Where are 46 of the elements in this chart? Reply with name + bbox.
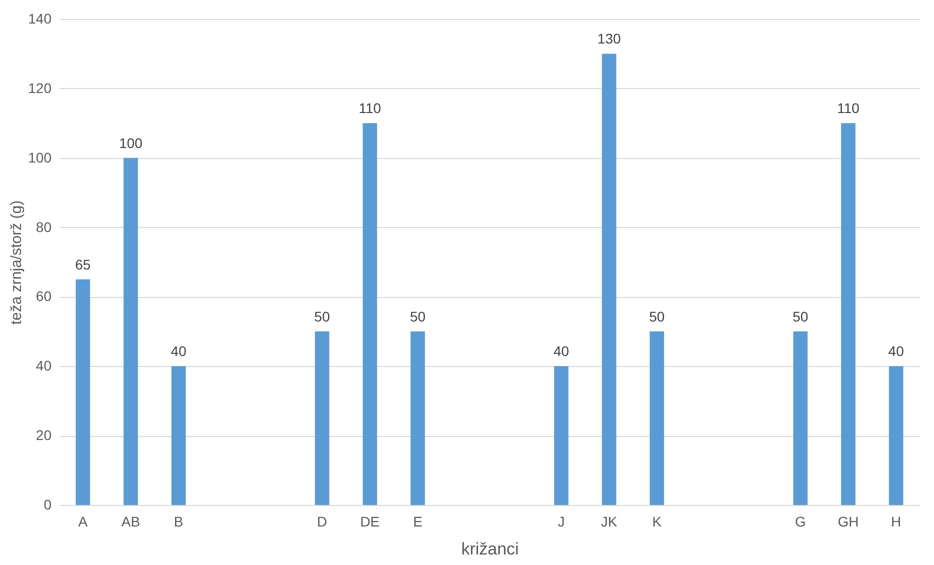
y-tick-label: 80 — [36, 218, 52, 235]
bar — [314, 331, 330, 505]
data-label: 65 — [75, 256, 91, 272]
data-label: 130 — [597, 30, 621, 47]
y-tick-label: 120 — [28, 80, 52, 96]
y-tick-label: 20 — [36, 427, 52, 444]
x-tick-label: A — [78, 514, 88, 530]
bar — [76, 279, 90, 505]
x-tick-label: JK — [600, 514, 618, 530]
bar — [888, 366, 904, 505]
x-axis-title: križanci — [461, 540, 519, 558]
bar — [650, 331, 664, 505]
x-tick-label: D — [317, 514, 328, 530]
data-label: 50 — [410, 308, 426, 324]
data-label: 50 — [792, 308, 808, 324]
data-label: 50 — [314, 308, 330, 324]
x-tick-label: AB — [121, 514, 140, 530]
data-label: 100 — [119, 134, 143, 151]
data-label: 110 — [837, 100, 860, 116]
bar — [602, 54, 616, 505]
bar — [554, 366, 568, 505]
x-tick-label: GH — [838, 514, 859, 530]
y-tick-label: 0 — [44, 496, 52, 512]
x-tick-label: DE — [360, 514, 380, 530]
bar — [410, 331, 425, 505]
y-tick-label: 60 — [36, 288, 52, 304]
bar — [793, 331, 808, 505]
data-label: 50 — [649, 308, 665, 324]
y-tick-label: 40 — [36, 358, 52, 374]
x-tick-label: G — [794, 514, 806, 530]
bar — [362, 123, 378, 505]
x-tick-label: J — [558, 514, 565, 530]
y-tick-label: 100 — [28, 149, 52, 166]
data-label: 40 — [170, 343, 187, 360]
bar — [124, 158, 138, 505]
x-tick-label: E — [413, 514, 422, 530]
data-label: 40 — [553, 343, 570, 360]
data-label: 40 — [888, 343, 904, 360]
data-label: 110 — [358, 100, 382, 116]
y-tick-label: 140 — [28, 10, 52, 26]
y-axis-title: teža zrnja/storž (g) — [8, 200, 26, 325]
bar — [171, 366, 186, 505]
x-tick-label: B — [174, 514, 184, 530]
bar — [841, 123, 856, 505]
x-tick-label: H — [891, 514, 902, 530]
x-tick-label: K — [652, 514, 662, 530]
